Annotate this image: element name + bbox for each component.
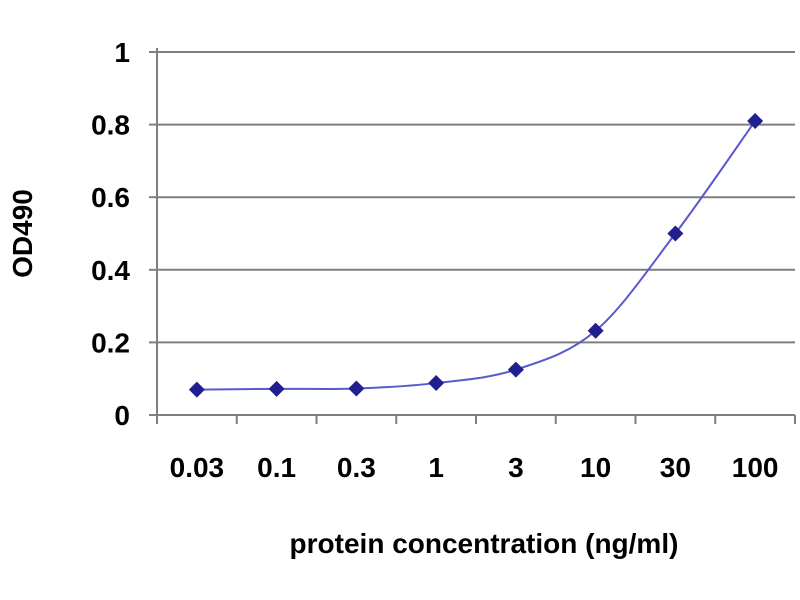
y-tick-label: 0.8 (91, 110, 130, 141)
data-point (268, 380, 285, 397)
x-axis-title: protein concentration (ng/ml) (290, 528, 679, 559)
data-point (667, 225, 684, 242)
x-tick-label: 3 (508, 452, 524, 483)
x-tick-label: 0.1 (257, 452, 296, 483)
data-point (587, 322, 604, 339)
x-ticks (156, 415, 796, 424)
axes (149, 48, 796, 424)
y-tick-label: 1 (114, 37, 130, 68)
data-point (188, 381, 205, 398)
x-tick-label: 10 (580, 452, 611, 483)
y-tick-labels: 0 0.2 0.4 0.6 0.8 1 (91, 37, 130, 431)
series-line (196, 120, 756, 391)
data-point (507, 361, 524, 378)
data-point (428, 375, 445, 392)
y-tick-label: 0.2 (91, 327, 130, 358)
y-tick-label: 0.4 (91, 255, 130, 286)
y-tick-label: 0 (114, 400, 130, 431)
series (188, 112, 764, 398)
data-point (747, 112, 764, 129)
x-tick-label: 30 (660, 452, 691, 483)
gridlines (157, 51, 795, 344)
x-tick-label: 0.03 (170, 452, 225, 483)
data-point (348, 380, 365, 397)
y-ticks (149, 51, 157, 416)
y-axis-title: OD490 (7, 189, 38, 278)
x-tick-labels: 0.03 0.1 0.3 1 3 10 30 100 (170, 452, 779, 483)
x-tick-label: 100 (732, 452, 779, 483)
x-tick-label: 0.3 (337, 452, 376, 483)
x-tick-label: 1 (428, 452, 444, 483)
y-tick-label: 0.6 (91, 182, 130, 213)
